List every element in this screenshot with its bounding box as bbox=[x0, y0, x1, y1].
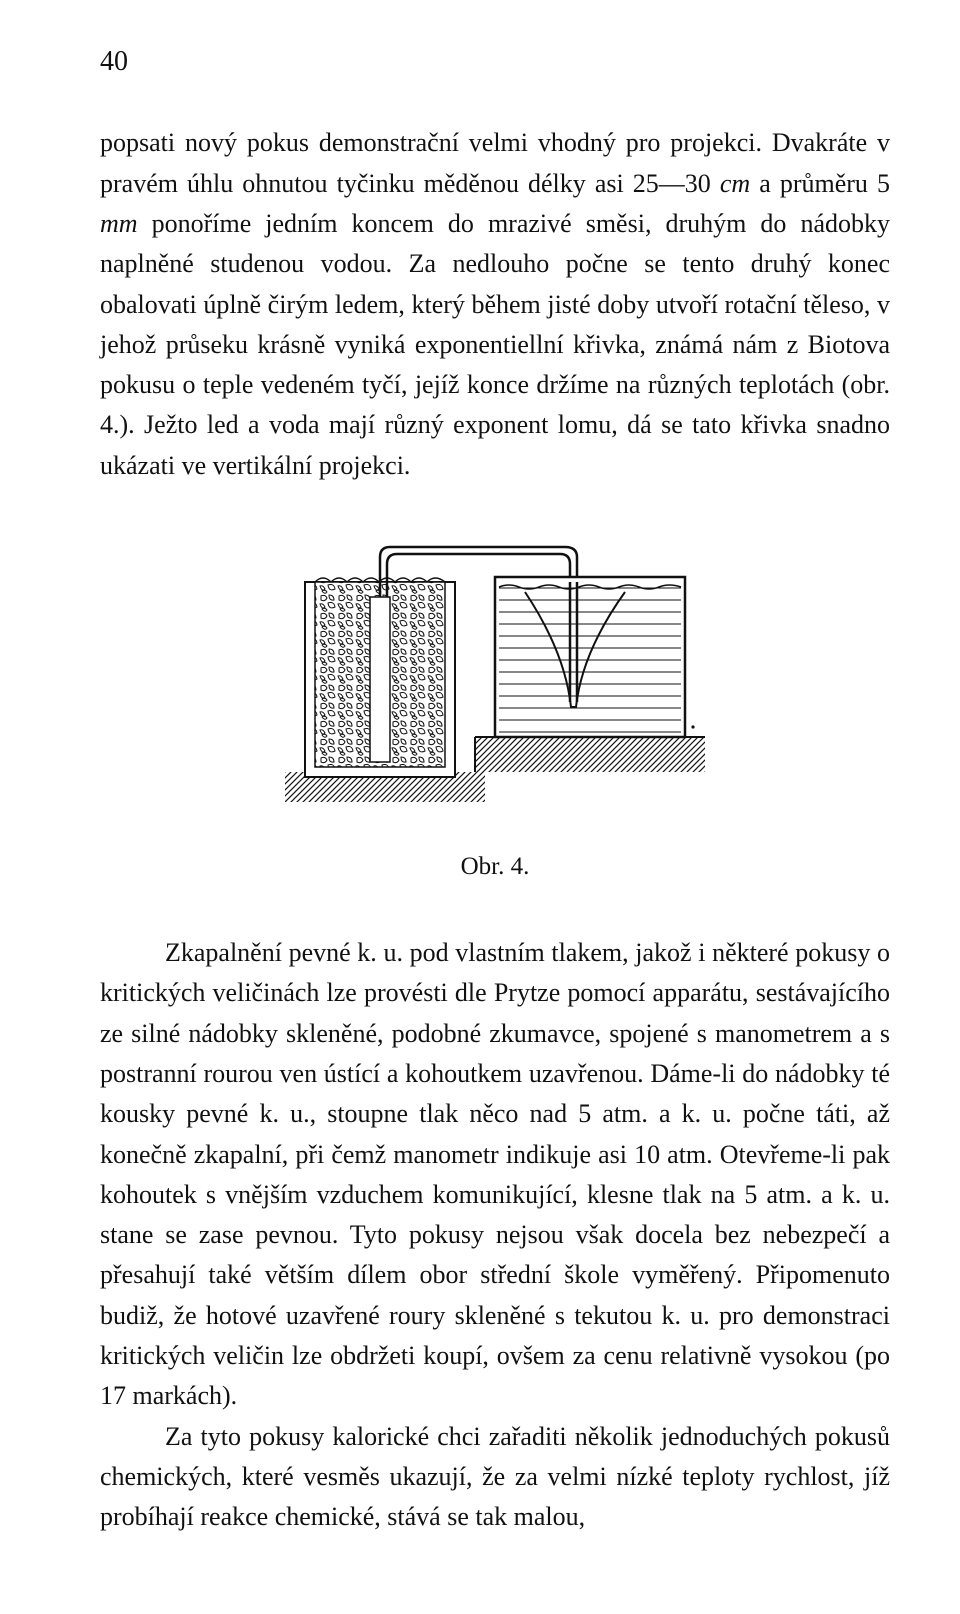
paragraph-3: Za tyto pokusy kalorické chci zařaditi n… bbox=[100, 1417, 890, 1538]
paragraph-1: popsati nový pokus demonstrační velmi vh… bbox=[100, 123, 890, 486]
gap bbox=[100, 915, 890, 933]
figure-4-caption: Obr. 4. bbox=[100, 848, 890, 887]
p1-post: ponoříme jedním koncem do mrazivé směsi,… bbox=[100, 209, 890, 480]
figure-4-svg bbox=[265, 522, 725, 822]
figure-4-block: Obr. 4. bbox=[100, 522, 890, 887]
unit-cm: cm bbox=[720, 169, 750, 198]
page: 40 popsati nový pokus demonstrační velmi… bbox=[0, 0, 960, 1614]
page-number: 40 bbox=[100, 40, 890, 83]
p1-mid1: a průměru 5 bbox=[750, 169, 890, 198]
unit-mm: mm bbox=[100, 209, 138, 238]
paragraph-2: Zkapalnění pevné k. u. pod vlastním tlak… bbox=[100, 933, 890, 1417]
